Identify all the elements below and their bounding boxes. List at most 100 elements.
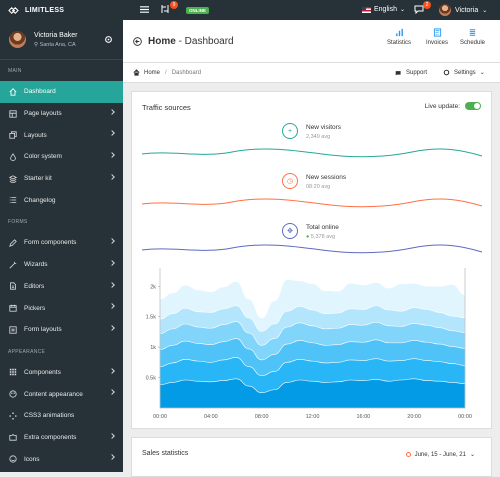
sidebar-item-label: Form components [24, 239, 77, 247]
button-label: Invoices [426, 40, 449, 46]
chevron-right-icon [109, 325, 115, 331]
layout-icon [9, 109, 17, 118]
live-update-control: Live update: [425, 102, 481, 110]
button-label: Statistics [387, 40, 412, 46]
support-link[interactable]: Support [395, 69, 427, 76]
x-tick-label: 00:00 [153, 414, 167, 420]
button-label: Schedule [460, 40, 486, 46]
sidebar-item-starter-kit[interactable]: Starter kit [0, 168, 123, 190]
sidebar-item-form-components[interactable]: Form components [0, 232, 123, 254]
pin-icon: ⚲ [34, 41, 39, 48]
sidebar-item-page-layouts[interactable]: Page layouts [0, 103, 123, 125]
message-badge: 2 [423, 1, 431, 9]
sidebar-item-changelog[interactable]: Changelog [0, 189, 123, 211]
sidebar-item-layouts[interactable]: Layouts [0, 124, 123, 146]
metric-sub-text: 5,378 avg [310, 234, 336, 240]
card-title: Sales statistics [142, 450, 189, 457]
language-label: English [374, 6, 397, 13]
git-compare-icon[interactable] [160, 4, 170, 14]
x-tick-label: 12:00 [306, 414, 320, 420]
chevron-right-icon [109, 108, 115, 115]
section-header-main: MAIN [8, 68, 22, 74]
metric-new-visitors: + New visitors 2,349 avg [282, 123, 341, 140]
section-header-forms: FORMS [8, 219, 28, 226]
sidebar-item-label: Extra components [24, 433, 77, 441]
chevron-right-icon [109, 130, 115, 137]
gear-icon[interactable] [104, 35, 113, 44]
sidebar-item-color-system[interactable]: Color system [0, 146, 123, 168]
title-rest: - Dashboard [175, 36, 234, 47]
sidebar-item-icons[interactable]: Icons [0, 448, 123, 470]
sidebar-toggle-icon[interactable] [140, 5, 149, 14]
chevron-right-icon [109, 303, 115, 310]
y-tick-label: 1k [150, 345, 156, 351]
settings-label: Settings [454, 69, 476, 76]
wand-icon [9, 261, 17, 269]
chevron-right-icon [109, 173, 115, 180]
sidebar-item-wizards[interactable]: Wizards [0, 254, 123, 276]
home-icon [133, 69, 140, 76]
language-selector[interactable]: English ⌄ [362, 6, 405, 13]
x-tick-label: 16:00 [356, 414, 370, 420]
date-range-picker[interactable]: June, 15 - June, 21 ⌄ [405, 451, 475, 458]
sidebar-item-label: Content appearance [24, 390, 83, 398]
total-online-sparkline [141, 244, 483, 254]
sidebar-item-content-appearance[interactable]: Content appearance [0, 383, 123, 405]
invoices-button[interactable]: Invoices [426, 28, 448, 46]
gear-icon [443, 69, 450, 76]
breadcrumb-separator: / [165, 69, 167, 76]
chevron-right-icon [109, 367, 115, 374]
sidebar-item-label: Wizards [24, 261, 48, 269]
schedule-button[interactable]: Schedule [460, 28, 485, 46]
page-header: Home - Dashboard Statistics Invoices Sch… [123, 20, 500, 63]
traffic-sources-card: Traffic sources Live update: 0.5k 1k 1.5k 2… [131, 91, 492, 429]
metric-title: New sessions [306, 174, 347, 181]
x-tick-label: 20:00 [407, 414, 421, 420]
statistics-button[interactable]: Statistics [387, 28, 411, 46]
support-label: Support [406, 69, 428, 76]
sidebar-item-pickers[interactable]: Pickers [0, 297, 123, 319]
brand[interactable]: LIMITLESS [0, 6, 123, 15]
us-flag-icon [362, 6, 371, 13]
online-status-badge: ONLINE [186, 7, 210, 14]
droplet-icon [10, 152, 16, 161]
puzzle-icon [9, 434, 17, 442]
metric-sub: 08:20 avg [306, 184, 331, 190]
location-text: Santa Ana, CA [39, 41, 76, 48]
chevron-right-icon [109, 389, 115, 396]
file-text-icon [10, 282, 16, 290]
live-update-toggle[interactable] [465, 102, 481, 110]
chevron-right-icon [109, 259, 115, 266]
metric-title: New visitors [306, 124, 342, 131]
sidebar-item-css3-animations[interactable]: CSS3 animations [0, 405, 123, 427]
new-sessions-sparkline [141, 198, 483, 208]
area-series-1 [159, 378, 466, 409]
user-location: ⚲ Santa Ana, CA [34, 42, 77, 48]
brand-name: LIMITLESS [25, 6, 65, 14]
date-range-label: June, 15 - June, 21 [414, 451, 466, 458]
x-tick-label: 00:00 [458, 414, 472, 420]
y-tick-label: 2k [150, 284, 156, 290]
chevron-down-icon: ⌄ [399, 7, 405, 13]
sidebar-item-form-layouts[interactable]: Form layouts [0, 319, 123, 341]
sidebar-item-dashboard[interactable]: Dashboard [0, 81, 123, 103]
user-menu[interactable]: Victoria ⌄ [439, 4, 487, 16]
avatar[interactable] [9, 31, 26, 48]
notification-badge: 9 [170, 1, 178, 9]
arrow-left-icon[interactable] [133, 37, 142, 46]
y-tick-label: 1.5k [146, 315, 157, 321]
breadcrumb-home-link[interactable]: Home [144, 69, 161, 76]
settings-dropdown[interactable]: Settings ⌄ [443, 69, 485, 76]
sidebar-item-components[interactable]: Components [0, 362, 123, 384]
metric-title: Total online [306, 224, 339, 231]
sidebar: Victoria Baker ⚲ Santa Ana, CA MAIN Dash… [0, 20, 123, 472]
chevron-right-icon [109, 454, 115, 461]
metric-new-sessions: ◷ New sessions 08:20 avg [282, 173, 346, 190]
plus-icon: + [282, 123, 298, 139]
sidebar-item-editors[interactable]: Editors [0, 276, 123, 298]
chevron-right-icon [109, 238, 115, 244]
sidebar-item-extra-components[interactable]: Extra components [0, 427, 123, 449]
metric-total-online: ✥ Total online ● 5,378 avg [282, 223, 339, 240]
palette-icon [9, 390, 17, 398]
calendar-dot-icon [405, 452, 411, 457]
